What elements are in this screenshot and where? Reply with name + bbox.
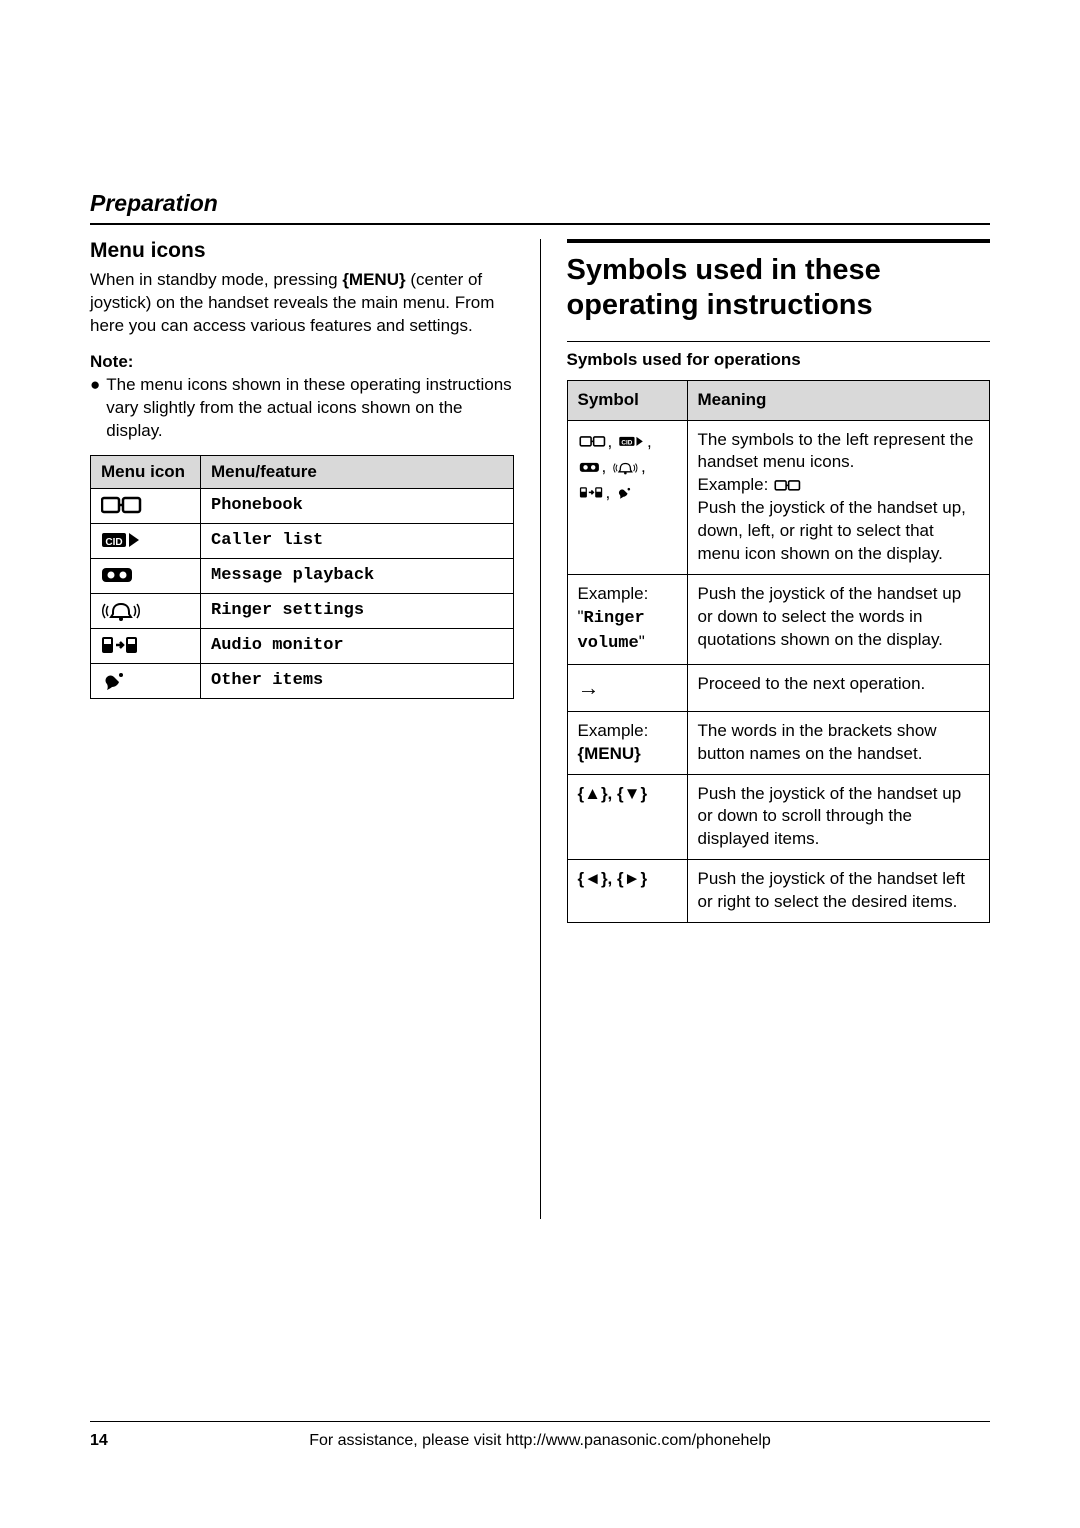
thick-rule: [567, 239, 991, 243]
bullet-dot: ●: [90, 374, 100, 443]
sym-text: {◄}, {►}: [578, 869, 648, 888]
note-bullet: ● The menu icons shown in these operatin…: [90, 374, 514, 443]
right-title: Symbols used in these operating instruct…: [567, 253, 991, 323]
sym-mono: Ringer volume: [578, 609, 645, 653]
page: Preparation Menu icons When in standby m…: [0, 0, 1080, 1279]
meaning-cell: Push the joystick of the handset left or…: [687, 860, 990, 923]
icon-cell: [91, 488, 201, 523]
symbol-cell: {▲}, {▼}: [567, 774, 687, 860]
phonebook-icon: [578, 435, 608, 449]
other-items-icon: [615, 486, 635, 500]
symbol-cell: Example: {MENU}: [567, 711, 687, 774]
symbol-cell: →: [567, 664, 687, 711]
table-row: Example: "Ringer volume" Push the joysti…: [567, 575, 990, 665]
meaning-cell: The symbols to the left represent the ha…: [687, 420, 990, 575]
table-row: Phonebook: [91, 488, 514, 523]
feature-label: Caller list: [201, 523, 514, 558]
column-divider: [540, 239, 541, 1219]
table-header-row: Menu icon Menu/feature: [91, 455, 514, 488]
menu-icons-table: Menu icon Menu/feature Phonebook Caller …: [90, 455, 514, 699]
symbol-cell: Example: "Ringer volume": [567, 575, 687, 665]
feature-label: Message playback: [201, 558, 514, 593]
icon-cell: [91, 558, 201, 593]
sym-line1: Example:: [578, 721, 649, 740]
icon-cell: [91, 523, 201, 558]
sym-line2: {MENU}: [578, 744, 641, 763]
audio-monitor-icon: [101, 635, 141, 657]
meaning-example-label: Example:: [698, 475, 774, 494]
symbol-cell: , , , , ,: [567, 420, 687, 575]
columns: Menu icons When in standby mode, pressin…: [90, 239, 990, 1219]
ringer-settings-icon: [611, 461, 641, 475]
th-symbol: Symbol: [567, 380, 687, 420]
th-menu-feature: Menu/feature: [201, 455, 514, 488]
note-label: Note:: [90, 352, 514, 372]
sym-line1: Example:: [578, 584, 649, 603]
section-title: Preparation: [90, 190, 990, 225]
th-meaning: Meaning: [687, 380, 990, 420]
sym-quote-close: ": [639, 632, 645, 651]
audio-monitor-icon: [578, 486, 606, 500]
meaning-post: Push the joystick of the handset up, dow…: [698, 498, 966, 563]
icon-cell: [91, 593, 201, 628]
table-row: {◄}, {►} Push the joystick of the handse…: [567, 860, 990, 923]
right-subhead: Symbols used for operations: [567, 350, 991, 370]
table-header-row: Symbol Meaning: [567, 380, 990, 420]
meaning-cell: Proceed to the next operation.: [687, 664, 990, 711]
th-menu-icon: Menu icon: [91, 455, 201, 488]
footer-line: 14 For assistance, please visit http://w…: [90, 1421, 990, 1450]
message-playback-icon: [578, 461, 602, 475]
meaning-cell: Push the joystick of the handset up or d…: [687, 575, 990, 665]
icon-cell: [91, 628, 201, 663]
note-text: The menu icons shown in these operating …: [106, 374, 513, 443]
thin-rule: [567, 341, 991, 342]
phonebook-icon: [101, 495, 143, 517]
footer-text: For assistance, please visit http://www.…: [90, 1432, 990, 1450]
icon-cell: [91, 663, 201, 698]
table-row: {▲}, {▼} Push the joystick of the handse…: [567, 774, 990, 860]
intro-menu-key: {MENU}: [342, 270, 405, 289]
sym-text: {▲}, {▼}: [578, 784, 648, 803]
left-heading: Menu icons: [90, 239, 514, 263]
feature-label: Phonebook: [201, 488, 514, 523]
other-items-icon: [101, 670, 129, 692]
feature-label: Audio monitor: [201, 628, 514, 663]
meaning-cell: The words in the brackets show button na…: [687, 711, 990, 774]
table-row: Ringer settings: [91, 593, 514, 628]
symbols-table: Symbol Meaning , , , , ,: [567, 380, 991, 924]
caller-list-icon: [617, 435, 647, 449]
table-row: → Proceed to the next operation.: [567, 664, 990, 711]
meaning-cell: Push the joystick of the handset up or d…: [687, 774, 990, 860]
table-row: Other items: [91, 663, 514, 698]
phonebook-icon: [773, 479, 803, 493]
feature-label: Ringer settings: [201, 593, 514, 628]
caller-list-icon: [101, 530, 143, 552]
ringer-settings-icon: [101, 600, 143, 622]
table-row: , , , , , The symbols to the left repres…: [567, 420, 990, 575]
table-row: Message playback: [91, 558, 514, 593]
table-row: Caller list: [91, 523, 514, 558]
intro-pre: When in standby mode, pressing: [90, 270, 342, 289]
meaning-pre: The symbols to the left represent the ha…: [698, 430, 974, 472]
footer: 14 For assistance, please visit http://w…: [0, 1421, 1080, 1450]
feature-label: Other items: [201, 663, 514, 698]
right-column: Symbols used in these operating instruct…: [567, 239, 991, 1219]
symbol-cell: {◄}, {►}: [567, 860, 687, 923]
message-playback-icon: [101, 565, 135, 587]
table-row: Example: {MENU} The words in the bracket…: [567, 711, 990, 774]
left-intro: When in standby mode, pressing {MENU} (c…: [90, 269, 514, 338]
left-column: Menu icons When in standby mode, pressin…: [90, 239, 514, 1219]
table-row: Audio monitor: [91, 628, 514, 663]
